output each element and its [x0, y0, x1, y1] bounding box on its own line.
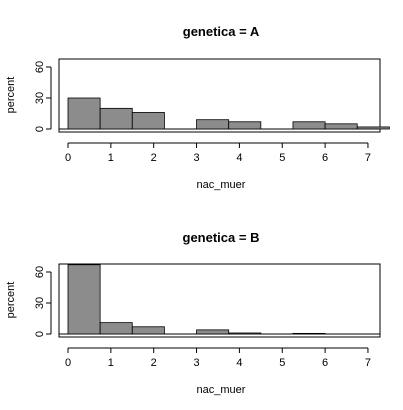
x-tick-label: 5 — [279, 357, 285, 369]
panel-title: genetica = A — [183, 24, 260, 39]
histogram-bar — [67, 264, 101, 335]
x-tick-label: 2 — [151, 357, 157, 369]
histogram-bar — [67, 97, 101, 130]
histogram-bar — [196, 329, 230, 335]
panel-genetica-a: genetica = A 0 30 60 0 1 2 3 4 5 6 7 percent nac_… — [5, 24, 390, 191]
x-axis: 0 1 2 3 4 5 6 7 — [65, 142, 371, 164]
y-axis: 0 30 60 — [34, 266, 52, 337]
bars-group — [59, 264, 380, 335]
y-tick-label: 0 — [34, 331, 46, 337]
y-axis-label: percent — [5, 282, 17, 319]
x-tick-label: 6 — [322, 357, 328, 369]
bars-group — [59, 97, 390, 130]
x-tick-label: 4 — [236, 357, 242, 369]
y-tick-label: 60 — [34, 266, 46, 278]
histogram-bar — [99, 322, 133, 335]
plot-frame — [58, 263, 381, 338]
plot-frame — [58, 58, 381, 133]
panel-title: genetica = B — [183, 230, 260, 245]
histogram-bar — [131, 326, 165, 335]
histogram-bar — [292, 121, 326, 130]
x-tick-label: 1 — [108, 152, 114, 164]
y-tick-label: 30 — [34, 297, 46, 309]
histogram-bar — [99, 107, 133, 130]
y-axis: 0 30 60 — [34, 61, 52, 132]
y-tick-label: 60 — [34, 61, 46, 73]
x-tick-label: 0 — [65, 357, 71, 369]
x-tick-label: 0 — [65, 152, 71, 164]
x-tick-label: 6 — [322, 152, 328, 164]
x-tick-label: 1 — [108, 357, 114, 369]
panel-genetica-b: genetica = B 0 30 60 0 1 2 3 4 5 6 7 percent nac_… — [5, 230, 381, 396]
y-tick-label: 30 — [34, 92, 46, 104]
x-axis-label: nac_muer — [197, 384, 246, 396]
x-tick-label: 7 — [365, 152, 371, 164]
histogram-bar — [228, 121, 262, 130]
histogram-bar — [131, 112, 165, 130]
x-tick-label: 5 — [279, 152, 285, 164]
x-axis-label: nac_muer — [197, 179, 246, 191]
histogram-bar — [356, 126, 390, 130]
x-tick-label: 3 — [193, 152, 199, 164]
x-tick-label: 4 — [236, 152, 242, 164]
x-axis: 0 1 2 3 4 5 6 7 — [65, 347, 371, 369]
y-tick-label: 0 — [34, 126, 46, 132]
histogram-bar — [196, 119, 230, 130]
histogram-bar — [292, 332, 326, 335]
x-tick-label: 2 — [151, 152, 157, 164]
x-tick-label: 3 — [193, 357, 199, 369]
histogram-bar — [324, 123, 358, 130]
y-axis-label: percent — [5, 77, 17, 114]
histogram-bar — [228, 332, 262, 335]
x-tick-label: 7 — [365, 357, 371, 369]
